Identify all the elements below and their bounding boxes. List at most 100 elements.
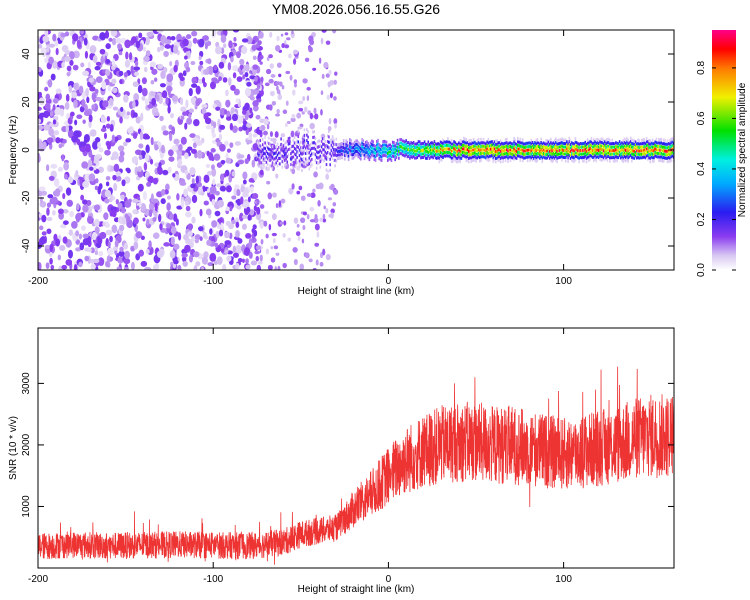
spectrogram-cell [312, 135, 314, 139]
spectrogram-cell [290, 157, 292, 161]
spectrogram-cell [310, 157, 313, 161]
spectrogram-cell [333, 96, 337, 101]
spectrogram-cell [364, 147, 367, 151]
spectrogram-cell [378, 157, 381, 161]
spectrogram-cell [320, 145, 323, 149]
spectrogram-cell [71, 220, 78, 229]
spectrogram-cell [498, 155, 501, 159]
spectrogram-cell [416, 152, 419, 156]
spectrogram-cell [76, 138, 81, 146]
spectrogram-cell [296, 144, 298, 148]
spectrogram-cell [276, 35, 280, 42]
spectrogram-cell [615, 144, 617, 148]
spectrogram-cell [541, 149, 544, 153]
spectrogram-cell [81, 225, 86, 231]
spectrogram-cell [405, 142, 408, 146]
spectrogram-cell [626, 147, 628, 151]
spectrogram-cell [246, 139, 253, 144]
spectrogram-cell [606, 155, 609, 159]
spectrogram-cell [58, 143, 63, 149]
spectrogram-cell [541, 152, 544, 156]
spectrogram-cell [242, 179, 247, 185]
spectrogram-cell [605, 142, 607, 146]
spectrogram-cell [584, 140, 587, 144]
spectrogram-cell [519, 141, 522, 145]
spectrogram-cell [582, 152, 584, 156]
spectrogram-cell [346, 151, 349, 155]
spectrogram-cell [263, 118, 269, 126]
spectrogram-cell [92, 55, 98, 64]
spectrogram-cell [606, 144, 609, 148]
spectrogram-cell [412, 144, 415, 148]
spectrogram-cell [331, 151, 334, 155]
spectrogram-cell [387, 151, 389, 155]
spectrogram-cell [278, 73, 282, 78]
spectrogram-cell [649, 156, 652, 160]
spectrogram-cell [504, 145, 507, 149]
spectrogram-cell [216, 183, 222, 188]
spectrogram-cell [561, 140, 563, 144]
spectrogram-cell [44, 102, 51, 110]
spectrogram-cell [515, 153, 518, 157]
spectrogram-cell [645, 140, 648, 144]
spectrogram-cell [459, 156, 461, 160]
spectrogram-cell [540, 155, 542, 159]
x-tick-label: -200 [28, 276, 48, 287]
spectrogram-cell [508, 145, 511, 149]
spectrogram-cell [292, 89, 296, 96]
spectrogram-cell [494, 153, 497, 157]
colorbar-label: Normalized spectral amplitude [737, 82, 748, 217]
spectrogram-cell [453, 147, 455, 151]
spectrogram-cell [572, 149, 574, 153]
spectrogram-cell [302, 151, 304, 155]
spectrogram-cell [547, 151, 550, 155]
spectrogram-cell [112, 106, 119, 111]
spectrogram-cell [658, 137, 660, 141]
spectrogram-cell [326, 150, 329, 154]
spectrogram-cell [421, 148, 423, 152]
spectrogram-cell [507, 156, 509, 160]
spectrogram-cell [313, 171, 318, 178]
spectrogram-cell [307, 130, 309, 134]
spectrogram-cell [407, 154, 410, 158]
spectrogram-cell [227, 62, 232, 71]
spectrogram-cell [277, 162, 280, 166]
spectrogram-cell [471, 155, 474, 159]
spectrogram-cell [521, 148, 524, 152]
spectrogram-cell [448, 151, 450, 155]
spectrogram-cell [631, 138, 633, 142]
spectrogram-cell [272, 192, 277, 198]
spectrogram-cell [665, 153, 668, 157]
spectrogram-cell [629, 150, 632, 154]
spectrogram-cell [543, 149, 546, 153]
spectrogram-cell [275, 44, 281, 52]
spectrogram-cell [583, 142, 585, 146]
spectrogram-cell [310, 152, 313, 156]
spectrogram-cell [193, 265, 198, 270]
spectrogram-cell [270, 257, 276, 263]
spectrogram-cell [638, 139, 641, 143]
spectrogram-cell [248, 132, 253, 140]
spectrogram-cell [318, 150, 320, 154]
spectrogram-cell [456, 146, 459, 150]
spectrogram-cell [655, 141, 658, 145]
spectrogram-cell [519, 158, 522, 162]
spectrogram-cell [260, 238, 264, 245]
spectrogram-cell [143, 55, 150, 62]
spectrogram-cell [622, 159, 625, 163]
spectrogram-cell [586, 148, 589, 152]
spectrogram-cell [83, 37, 88, 46]
spectrogram-cell [556, 139, 558, 143]
spectrogram-cell [220, 222, 224, 231]
spectrogram-cell [649, 146, 652, 150]
spectrogram-cell [374, 144, 377, 148]
spectrogram-cell [642, 141, 644, 145]
spectrogram-cell [664, 142, 666, 146]
spectrogram-cell [394, 154, 396, 158]
spectrogram-cell [542, 155, 545, 159]
spectrogram-cell [143, 162, 148, 171]
spectrogram-cell [595, 152, 598, 156]
spectrogram-cell [236, 51, 241, 59]
